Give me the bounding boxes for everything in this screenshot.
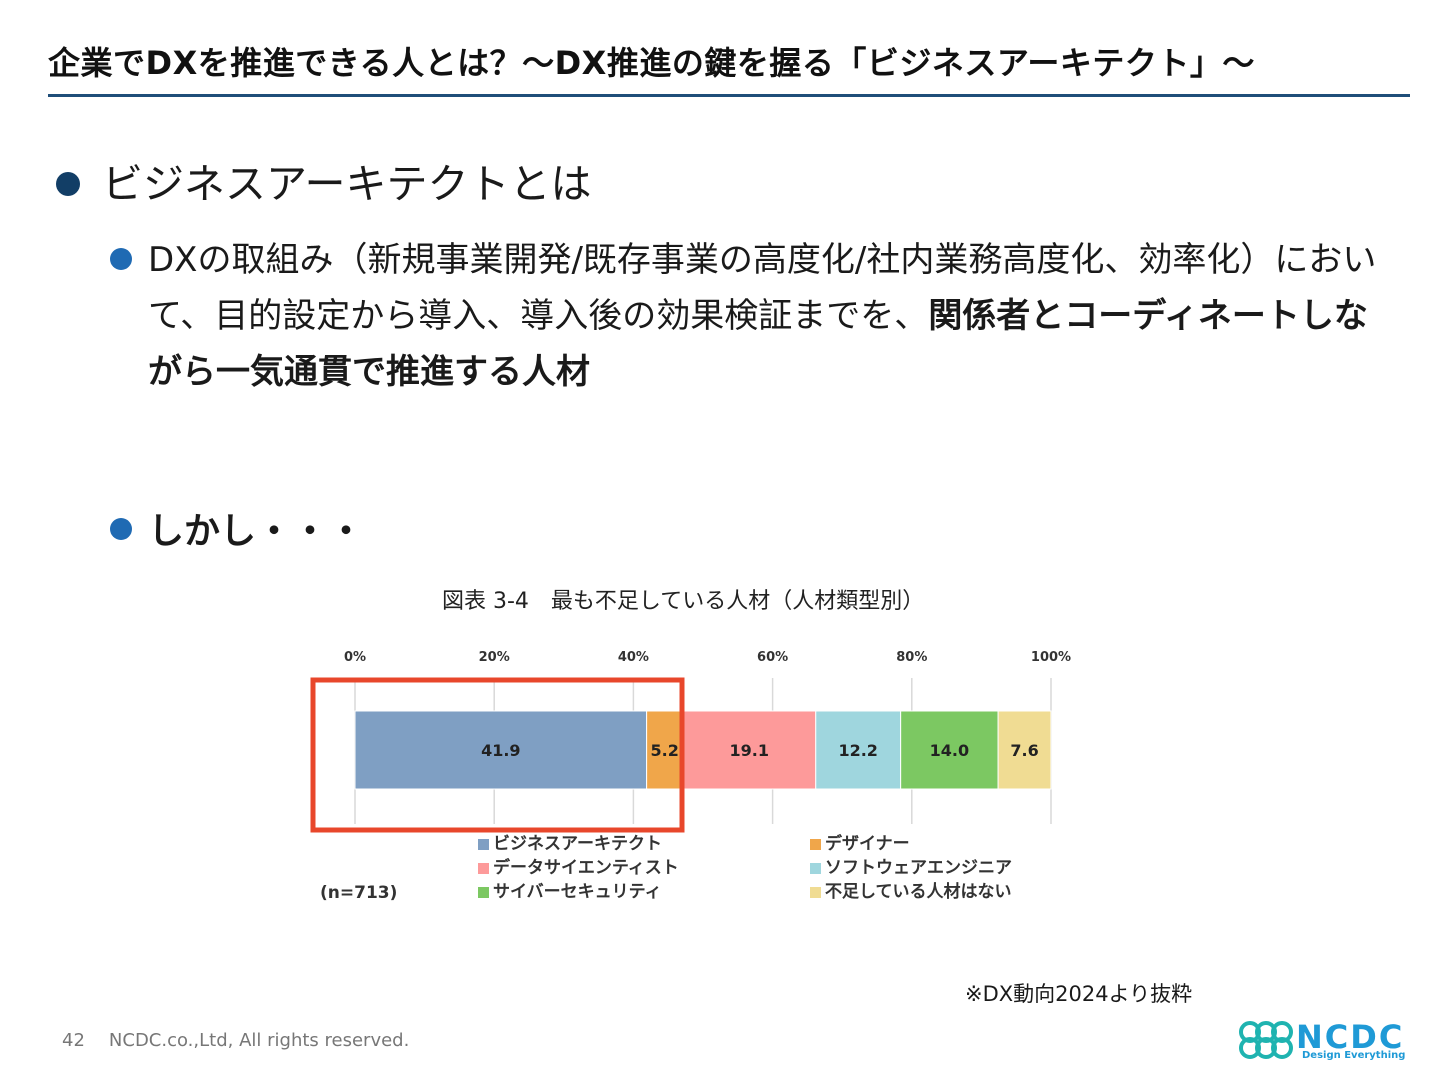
data-label: 19.1: [730, 741, 769, 760]
bullet-dot-icon: [110, 518, 132, 540]
definition-plain: DXの取組み（新規事業開発/既存事業の高度化/社内業務高度化、効率化）において、…: [148, 240, 1377, 336]
footer: 42 NCDC.co.,Ltd, All rights reserved.: [62, 1030, 409, 1051]
title-divider: [48, 94, 1410, 97]
legend-label: サイバーセキュリティ: [493, 882, 662, 902]
x-tick-label: 0%: [344, 650, 366, 665]
definition-emphasis: 関係者とコーディネートしながら一気通貫で推進する人材: [148, 296, 1368, 392]
legend-label: デザイナー: [825, 833, 910, 854]
bullet-dot-icon: [56, 172, 80, 196]
bar-segment: [354, 710, 648, 790]
however-text: しかし・・・: [148, 511, 365, 552]
legend-label: ビジネスアーキテクト: [493, 834, 662, 854]
sample-size-note: (n=713): [320, 883, 397, 903]
x-tick-label: 20%: [479, 650, 510, 665]
bar-segment: [900, 710, 999, 790]
x-tick-label: 80%: [896, 650, 927, 665]
highlight-box: [310, 677, 685, 833]
copyright: NCDC.co.,Ltd, All rights reserved.: [108, 1030, 410, 1051]
logo-text: NCDC: [1296, 1018, 1405, 1056]
section-heading-text: ビジネスアーキテクトとは: [102, 160, 592, 208]
logo-mark-icon: [1239, 1021, 1293, 1059]
slide-title: 企業でDXを推進できる人とは？〜DX推進の鍵を握る「ビジネスアーキテクト」〜: [48, 44, 1255, 82]
page-number: 42: [62, 1030, 85, 1051]
data-label: 7.6: [1010, 741, 1038, 760]
chart-title: 図表 3-4 最も不足している人材（人材類型別）: [442, 589, 925, 614]
legend-swatch: [478, 863, 489, 874]
bar-segment: [682, 710, 817, 790]
bar-segment: [997, 710, 1052, 790]
legend-swatch: [478, 839, 489, 850]
x-tick-label: 100%: [1031, 650, 1071, 665]
x-tick-label: 40%: [618, 650, 649, 665]
bar-segment: [646, 710, 684, 790]
definition-bullet: DXの取組み（新規事業開発/既存事業の高度化/社内業務高度化、効率化）において、…: [110, 232, 1400, 400]
data-label: 41.9: [481, 741, 520, 760]
legend-swatch: [810, 887, 821, 898]
company-logo: NCDC Design Everything: [1236, 1018, 1405, 1066]
data-label: 12.2: [838, 741, 877, 760]
legend-label: ソフトウェアエンジニア: [825, 858, 1012, 878]
definition-text: DXの取組み（新規事業開発/既存事業の高度化/社内業務高度化、効率化）において、…: [148, 232, 1400, 400]
data-label: 5.2: [651, 741, 679, 760]
legend-swatch: [478, 887, 489, 898]
bar-segment: [815, 710, 902, 790]
x-tick-label: 60%: [757, 650, 788, 665]
legend-label: 不足している人材はない: [825, 881, 1012, 902]
legend-swatch: [810, 863, 821, 874]
section-heading: ビジネスアーキテクトとは: [56, 150, 592, 210]
bullet-dot-icon: [110, 248, 132, 270]
legend-label: データサイエンティスト: [493, 857, 679, 878]
data-label: 14.0: [930, 741, 969, 760]
logo-tagline: Design Everything: [1302, 1050, 1406, 1061]
legend-swatch: [810, 839, 821, 850]
source-note: ※DX動向2024より抜粋: [965, 982, 1193, 1006]
however-bullet: しかし・・・: [110, 502, 364, 554]
